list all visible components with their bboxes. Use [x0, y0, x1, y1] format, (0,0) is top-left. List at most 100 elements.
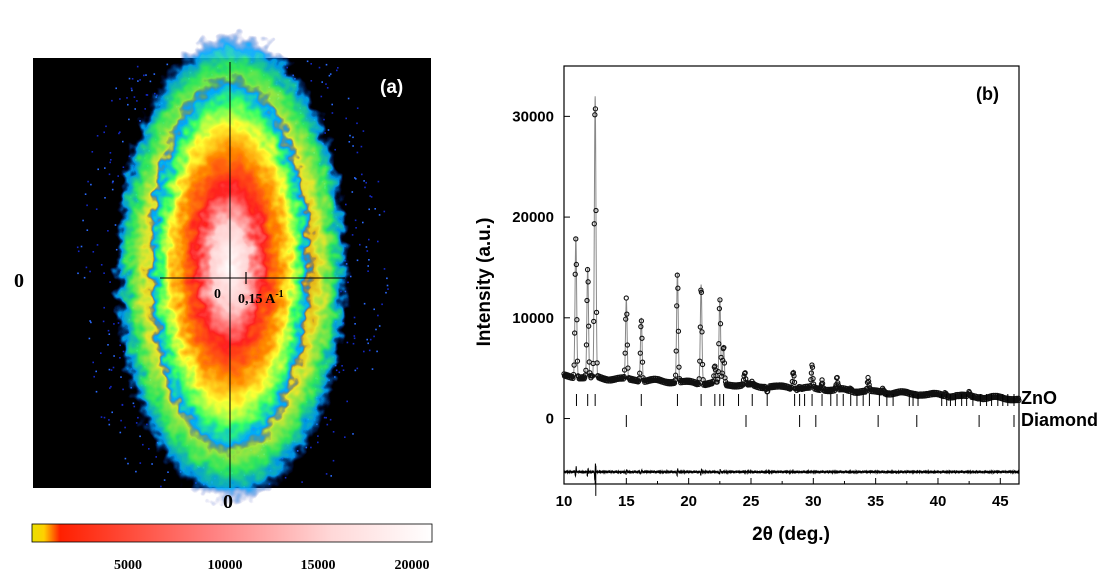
speckle: [155, 456, 157, 458]
speckle: [132, 402, 135, 405]
observed-point: [624, 311, 630, 317]
observed-point: [715, 376, 721, 382]
speckle: [128, 118, 130, 121]
observed-point: [717, 321, 724, 327]
speckle: [346, 341, 349, 344]
speckle: [113, 355, 115, 357]
observed-point: [594, 360, 600, 366]
speckle: [108, 173, 111, 176]
speckle: [321, 81, 323, 83]
speckle: [109, 152, 112, 154]
speckle: [90, 183, 92, 186]
speckle: [77, 272, 79, 275]
speckle: [346, 400, 348, 403]
speckle: [347, 97, 350, 100]
observed-point: [623, 316, 629, 322]
speckle: [131, 78, 134, 80]
observed-point: [672, 377, 678, 383]
observed-point: [721, 344, 727, 351]
observed-point: [790, 369, 797, 376]
speckle: [100, 352, 102, 354]
speckle: [108, 423, 111, 426]
observed-point: [675, 328, 682, 334]
speckle: [360, 145, 363, 148]
speckle: [310, 446, 312, 449]
speckle: [136, 65, 139, 68]
speckle: [111, 411, 113, 414]
observed-point: [742, 370, 748, 376]
speckle: [117, 175, 119, 177]
speckle: [370, 196, 373, 198]
speckle: [373, 308, 375, 311]
panel-a-label: (a): [380, 77, 403, 98]
speckle: [120, 376, 122, 378]
observed-point: [638, 318, 645, 324]
observed-point: [675, 285, 681, 291]
speckle: [139, 462, 142, 464]
speckle: [352, 433, 354, 435]
observed-point: [593, 309, 600, 316]
colorbar-tick-5000: 5000: [114, 558, 142, 573]
observed-point: [591, 318, 597, 325]
speckle: [86, 204, 88, 207]
speckle: [104, 167, 106, 169]
speckle: [108, 333, 111, 335]
observed-point: [721, 360, 728, 366]
speckle: [351, 234, 354, 236]
speckle: [284, 476, 287, 479]
speckle: [133, 96, 136, 98]
observed-point: [583, 342, 590, 348]
speckle: [363, 302, 366, 305]
speckle: [306, 60, 309, 63]
speckle: [345, 203, 347, 206]
y-axis-title: Intensity (a.u.): [474, 218, 495, 347]
speckle: [92, 361, 94, 364]
legend-diamond: Diamond: [1021, 410, 1098, 430]
speckle: [349, 134, 351, 137]
observed-point: [698, 289, 705, 296]
speckle: [102, 320, 105, 323]
speckle: [374, 208, 376, 210]
speckle: [130, 87, 133, 90]
observed-point: [866, 382, 872, 388]
speckle: [111, 181, 114, 184]
observed-point: [698, 287, 704, 293]
speckle: [87, 180, 89, 183]
speckle: [329, 418, 332, 421]
speckle: [386, 277, 388, 280]
speckle: [126, 97, 128, 99]
speckle: [103, 306, 105, 309]
diffraction-map-panel: (a) 0 0 0 0,15 A-1 5000 10000 15000 2000…: [14, 33, 433, 573]
speckle: [134, 108, 136, 110]
speckle: [109, 281, 111, 283]
observed-point: [571, 362, 577, 368]
speckle: [103, 131, 105, 134]
speckle: [93, 375, 95, 378]
y-tick-label: 10000: [512, 310, 554, 327]
speckle: [356, 151, 359, 154]
speckle: [167, 471, 169, 473]
observed-point: [591, 221, 597, 227]
speckle: [353, 335, 356, 337]
speckle: [386, 284, 389, 287]
speckle: [124, 457, 127, 460]
observed-point: [791, 373, 797, 379]
speckle: [338, 371, 341, 374]
speckle: [105, 125, 107, 128]
x-tick-label: 25: [743, 493, 760, 510]
speckle: [310, 80, 313, 82]
observed-point: [791, 379, 798, 386]
speckle: [107, 230, 109, 232]
observed-point: [573, 236, 579, 242]
observed-point: [834, 374, 840, 381]
speckle: [111, 188, 114, 191]
speckle: [332, 459, 335, 462]
colorbar-tick-10000: 10000: [208, 558, 243, 573]
speckle: [377, 180, 380, 183]
observed-point: [699, 329, 705, 335]
observed-point: [699, 361, 706, 368]
speckle: [325, 63, 328, 66]
speckle: [122, 388, 124, 391]
speckle: [151, 463, 153, 465]
observed-point: [572, 271, 578, 277]
